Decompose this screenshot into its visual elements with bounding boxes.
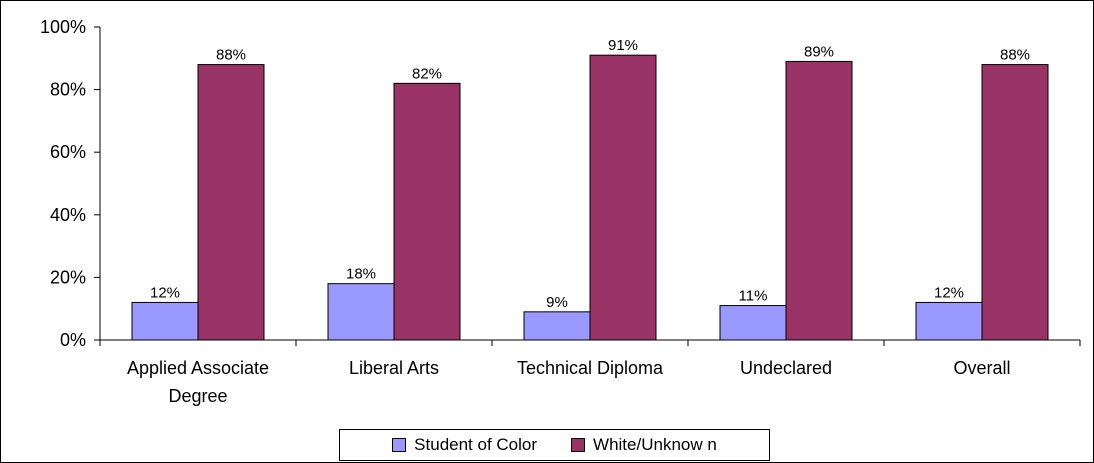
data-label: 12% <box>150 284 180 301</box>
legend-swatch-white-unknown <box>571 438 586 452</box>
bar <box>719 305 787 341</box>
legend-label-student-of-color: Student of Color <box>414 435 538 454</box>
data-label: 18% <box>346 266 376 283</box>
y-tick-label: 60% <box>50 142 86 162</box>
data-label: 88% <box>1000 47 1030 64</box>
bar <box>785 60 853 341</box>
y-tick-label: 0% <box>60 330 86 350</box>
legend-item-student-of-color: Student of Color <box>392 435 537 455</box>
data-label: 9% <box>546 294 568 311</box>
category-label: Overall <box>953 358 1010 378</box>
bar <box>915 301 983 341</box>
legend-swatch-student-of-color <box>392 438 407 452</box>
bar <box>131 301 199 341</box>
legend-item-white-unknown: White/Unknow n <box>571 435 717 455</box>
y-tick-label: 20% <box>50 267 86 287</box>
category-label: Degree <box>168 386 227 406</box>
data-label: 89% <box>804 43 834 60</box>
data-label: 82% <box>412 65 442 82</box>
category-label: Applied Associate <box>127 358 269 378</box>
y-tick-label: 40% <box>50 205 86 225</box>
bar <box>589 54 657 341</box>
bar <box>393 82 461 341</box>
legend-label-white-unknown: White/Unknow n <box>593 435 717 454</box>
y-tick-label: 100% <box>40 17 86 37</box>
legend: Student of Color White/Unknow n <box>339 429 770 461</box>
data-label: 91% <box>608 37 638 54</box>
category-label: Technical Diploma <box>517 358 664 378</box>
category-label: Liberal Arts <box>349 358 439 378</box>
bar <box>981 64 1049 341</box>
data-label: 88% <box>216 47 246 64</box>
data-label: 12% <box>934 284 964 301</box>
bar <box>523 311 591 341</box>
y-tick-label: 80% <box>50 80 86 100</box>
bar <box>197 64 265 341</box>
category-label: Undeclared <box>740 358 832 378</box>
data-label: 11% <box>739 288 768 305</box>
bar <box>327 283 395 341</box>
